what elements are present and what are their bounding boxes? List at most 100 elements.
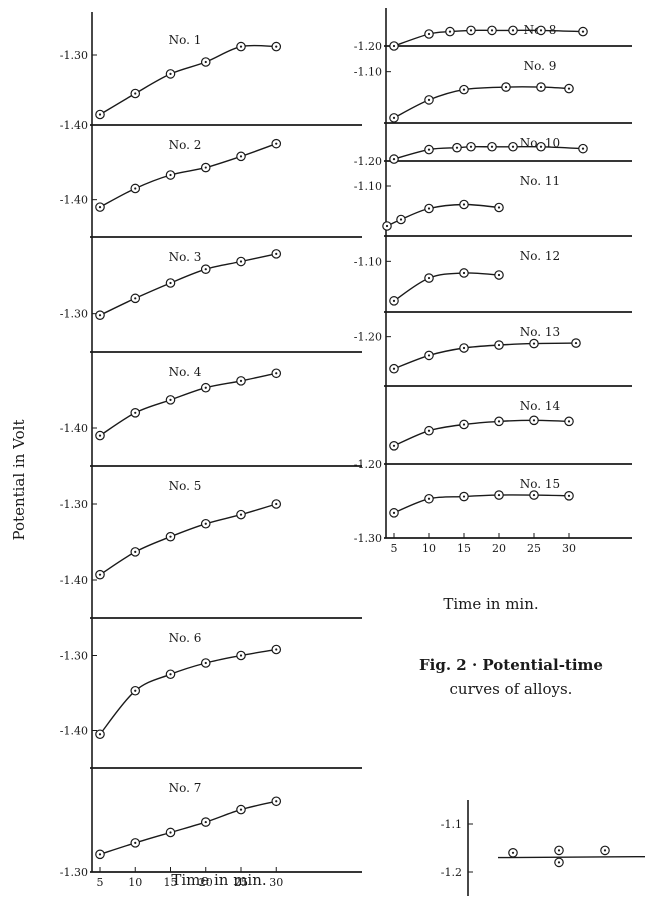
panel-11-point-2 [424,203,434,214]
panel-7-point-4 [236,804,246,815]
panel-8-point-7 [578,26,588,37]
panel-8: No. 8-1.20 [354,23,632,53]
panel-12-point-1 [424,273,434,283]
panel-6-point-4 [236,650,246,661]
panel-15: No. 15 -1.30 -1.20 5 10 15 20 25 30 [354,458,632,555]
panel-10-point-3 [466,141,476,152]
x-axis-title-left: Time in min. [171,871,266,889]
panel-6-ytick-label-0: -1.30 [60,650,88,663]
panel-10-point-6 [536,141,546,152]
panel-14-name: No. 14 [520,399,561,413]
panel-2: No. 2 -1.40 [60,138,362,238]
panel-15-xtick-label-4: 25 [527,542,541,555]
panel-15-ytick-label-0: -1.30 [354,532,382,545]
panel-4-point-0 [95,430,105,441]
panel-10-ytick-label-0: -1.20 [354,155,382,168]
panel-8-point-3 [466,25,476,36]
panel-15-xtick-label-0: 5 [391,542,398,555]
panel-16-point-0 [508,847,518,858]
panel-13-point-2 [459,343,469,353]
panel-7-name: No. 7 [169,781,202,795]
panel-6-ytick-label-1: -1.40 [60,725,88,738]
panel-8-point-1 [424,29,434,39]
panel-8-point-0 [389,41,399,51]
panel-9-point-3 [501,82,511,92]
panel-6-point-3 [200,658,211,668]
panel-13-point-5 [571,338,581,348]
panel-13-ytick-label-0: -1.20 [354,331,382,344]
panel-13-point-0 [389,363,399,374]
panel-8-point-2 [445,26,455,37]
panel-9-point-5 [564,83,574,94]
panel-9-point-1 [424,95,434,105]
panel-14-point-0 [389,440,399,451]
panel-14-point-4 [529,415,539,426]
panel-16-point-3 [554,857,564,868]
panel-14-point-2 [459,419,469,430]
panel-6-point-0 [95,729,105,740]
panel-7-xtick-label-4: 25 [234,876,248,889]
panel-16-point-2 [600,845,610,856]
panel-7-xtick-label-2: 15 [164,876,178,889]
panel-6-curve [99,648,277,735]
panel-6-point-5 [271,644,282,655]
panel-16-ytick-label-0: -1.1 [441,818,462,831]
panel-4: No. 4 -1.40 [60,365,362,467]
panel-15-curve [393,494,570,514]
panel-1-point-3 [200,57,211,67]
panel-7-point-2 [165,827,176,838]
panel-4-ytick-label-0: -1.40 [60,422,88,435]
panel-7-xtick-label-1: 10 [128,876,142,889]
panel-6-name: No. 6 [169,631,202,645]
panel-1-name: No. 1 [169,33,202,47]
panel-11: No. 11 -1.10 [354,174,632,237]
panel-13-point-1 [424,350,434,361]
panel-2-ytick-label-0: -1.40 [60,194,88,207]
panel-7-point-1 [130,838,141,848]
x-axis-title-right: Time in min. [443,595,538,613]
panel-2-point-1 [130,183,141,194]
panel-8-ytick-label-0: -1.20 [354,40,382,53]
panel-11-name: No. 11 [520,174,560,188]
panel-1-point-1 [130,88,141,99]
panel-14-point-3 [494,416,504,427]
panel-9: No. 9 -1.10 [354,59,632,124]
panel-15-name: No. 15 [520,477,560,491]
panel-5-name: No. 5 [169,479,202,493]
figure-caption-line2: curves of alloys. [450,680,573,698]
panel-15-point-2 [459,491,469,502]
panel-7-ytick-label-0: -1.30 [60,866,88,879]
panel-5-point-1 [130,547,141,557]
panel-7-xtick-label-5: 30 [269,876,283,889]
panel-3-point-1 [130,293,141,304]
panel-11-point-1 [396,214,406,225]
panel-13-curve [393,342,577,370]
panel-13-name: No. 13 [520,325,560,339]
panel-10-point-1 [424,144,434,155]
panel-2-curve [99,143,277,208]
panel-15-point-3 [494,490,504,500]
panel-1-point-0 [95,109,105,120]
panel-9-point-4 [536,82,546,92]
panel-16-curve [497,855,645,859]
panels: No. 1 -1.30 -1.40 No. 2 -1.40 No. 3 -1.30 No. 4… [60,23,645,889]
panel-4-point-1 [130,407,141,418]
panel-3-point-4 [236,256,246,267]
panel-7-point-5 [271,796,282,807]
panel-1: No. 1 -1.30 -1.40 [60,33,362,132]
panel-2-point-0 [95,202,105,212]
panel-15-xtick-label-2: 15 [457,542,471,555]
panel-10-point-2 [452,142,462,153]
panel-9-ytick-label-0: -1.10 [354,66,382,79]
panel-16-ytick-label-1: -1.2 [441,866,462,879]
panel-15-xtick-label-1: 10 [422,542,436,555]
panel-15-xtick-label-3: 20 [492,542,506,555]
panel-9-name: No. 9 [524,59,557,73]
panel-11-point-3 [459,199,469,210]
panel-3-point-0 [95,310,105,320]
panel-12-point-0 [389,296,399,306]
panel-15-point-4 [529,490,539,500]
panel-4-curve [99,372,277,437]
panel-7-curve [99,800,277,855]
panel-4-point-4 [236,376,246,386]
